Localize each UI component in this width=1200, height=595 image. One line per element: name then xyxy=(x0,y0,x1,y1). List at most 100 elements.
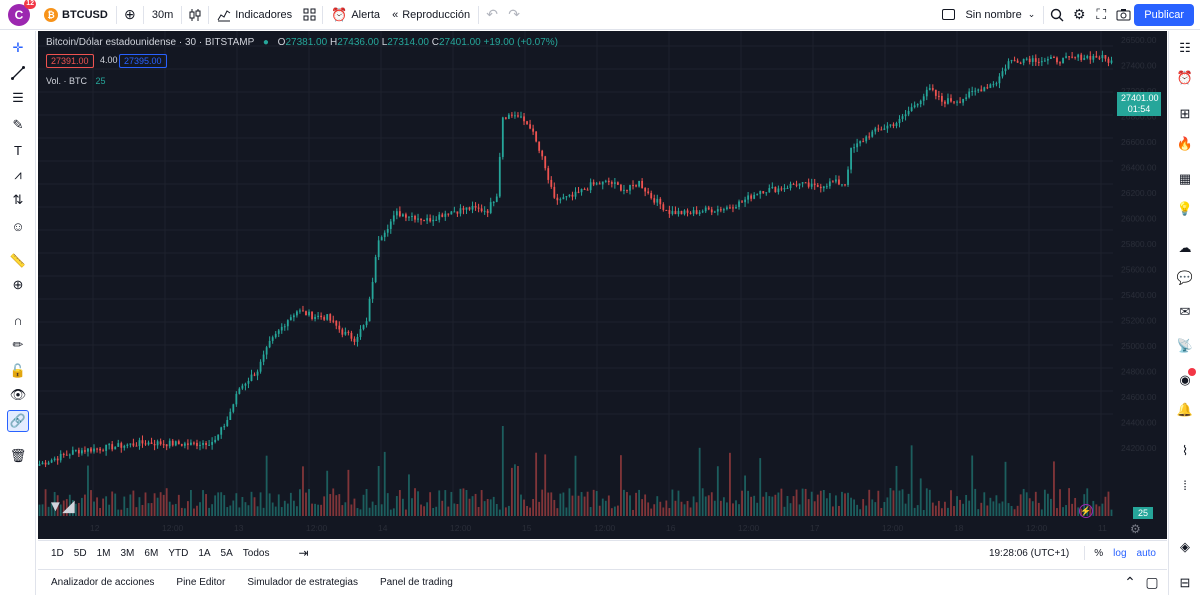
candle-body xyxy=(332,320,335,322)
zoom-in-icon[interactable]: ⊕ xyxy=(12,277,24,292)
indicators-button[interactable]: Indicadores xyxy=(211,0,298,30)
volume-bar xyxy=(96,497,98,516)
volume-bar xyxy=(368,507,371,516)
chats-icon[interactable]: ☁ xyxy=(1178,240,1192,255)
streams-icon[interactable]: 📡 xyxy=(1176,338,1194,353)
stay-drawing-icon[interactable]: ✏ xyxy=(12,337,24,352)
candle-body xyxy=(462,208,465,210)
candle-body xyxy=(901,116,904,119)
volume-bar xyxy=(689,507,692,516)
panel-tab-3[interactable]: Panel de trading xyxy=(379,577,453,588)
magnet-icon[interactable]: ∩ xyxy=(13,312,23,328)
volume-bar xyxy=(659,501,662,516)
help-icon[interactable]: ⊟ xyxy=(1179,575,1191,590)
trash-icon[interactable]: 🗑 xyxy=(9,448,27,463)
camera-icon[interactable] xyxy=(1112,4,1134,26)
candle-body xyxy=(150,442,153,445)
layout-name-dropdown[interactable]: Sin nombre ⌄ xyxy=(936,0,1041,30)
search-icon[interactable] xyxy=(1046,4,1068,26)
publish-button[interactable]: Publicar xyxy=(1134,3,1194,26)
volume-bar xyxy=(320,504,323,516)
symbol-label: BTCUSD xyxy=(62,8,108,21)
last-price: 27401.00 xyxy=(1121,93,1159,103)
candle-body xyxy=(868,136,871,138)
link-icon[interactable]: 🔗 xyxy=(7,410,29,432)
range-button-5d[interactable]: 5D xyxy=(73,547,87,559)
data-window-icon[interactable]: ⊞ xyxy=(1179,106,1191,121)
replay-button[interactable]: « Reproducción xyxy=(386,0,476,30)
goto-date-icon[interactable]: ⇥ xyxy=(298,546,309,560)
candle-body xyxy=(1077,54,1080,58)
brush-icon[interactable]: ✎ xyxy=(12,117,24,132)
broadcast-icon[interactable]: ◉ xyxy=(1179,372,1191,387)
panel-tab-1[interactable]: Pine Editor xyxy=(176,577,226,588)
gear-icon[interactable]: ⚙ xyxy=(1072,6,1086,22)
hotlist-icon[interactable]: 🔥 xyxy=(1176,136,1194,151)
fib-retracement-icon[interactable]: ☰ xyxy=(12,90,24,105)
prediction-icon[interactable]: ⇅ xyxy=(12,192,24,207)
panel-tab-0[interactable]: Analizador de acciones xyxy=(51,577,155,588)
settings-small-icon[interactable]: ⚙ xyxy=(1130,522,1141,536)
pivot-dots-icon[interactable]: ⁞ xyxy=(1183,477,1187,493)
price-chart[interactable]: 26500.00 27400.00 27200.00 26800.00 26600.00… xyxy=(38,31,1167,539)
smiley-icon[interactable]: ☺ xyxy=(11,218,25,234)
range-button-3m[interactable]: 3M xyxy=(120,547,135,559)
messages-icon[interactable]: ✉ xyxy=(1179,304,1191,319)
watchlist-icon[interactable]: ☷ xyxy=(1179,40,1191,55)
candle-body xyxy=(1089,56,1092,60)
pattern-icon[interactable]: ⩘ xyxy=(14,167,22,182)
buy-price-box[interactable]: 27395.00 xyxy=(119,54,167,68)
volume-bar xyxy=(838,505,840,516)
layers-icon[interactable]: ◈ xyxy=(1180,539,1190,554)
ideas-bulb-icon[interactable]: 💡 xyxy=(1176,201,1194,216)
range-button-6m[interactable]: 6M xyxy=(144,547,159,559)
volume-bar xyxy=(922,509,925,516)
interval-button[interactable]: 30m xyxy=(151,8,174,21)
candles-icon[interactable] xyxy=(184,4,206,26)
calendar-icon[interactable]: ▦ xyxy=(1178,171,1192,186)
lock-icon[interactable]: 🔓 xyxy=(9,363,27,378)
chart-trend-icon[interactable]: ⌇ xyxy=(1181,443,1189,458)
lightning-icon[interactable]: ⚡ xyxy=(1079,504,1093,518)
percent-toggle[interactable]: % xyxy=(1094,547,1104,559)
ruler-icon[interactable]: 📏 xyxy=(9,253,27,268)
crosshair-icon[interactable]: ✛ xyxy=(12,40,24,55)
candle-body xyxy=(417,218,419,220)
layout-grid-icon[interactable] xyxy=(298,4,320,26)
clock-timezone[interactable]: 19:28:06 (UTC+1) xyxy=(988,547,1070,559)
sell-price-box[interactable]: 27391.00 xyxy=(46,54,94,68)
redo-icon[interactable]: ↷ xyxy=(508,6,520,22)
candle-body xyxy=(919,100,922,105)
candle-body xyxy=(93,448,95,452)
range-button-ytd[interactable]: YTD xyxy=(168,547,189,559)
candle-body xyxy=(171,440,174,446)
notifications-bell-icon[interactable]: 🔔 xyxy=(1176,402,1194,417)
alert-button[interactable]: ⏰ Alerta xyxy=(325,0,386,30)
alerts-clock-icon[interactable]: ⏰ xyxy=(1176,70,1194,85)
log-toggle[interactable]: log xyxy=(1113,547,1127,559)
trend-line-icon[interactable] xyxy=(7,62,29,84)
add-symbol-icon[interactable]: ⊕ xyxy=(123,6,136,22)
candle-body xyxy=(99,448,101,451)
panel-tab-2[interactable]: Simulador de estrategias xyxy=(247,577,358,588)
symbol-search[interactable]: ₿ BTCUSD xyxy=(38,0,114,30)
chevron-up-icon[interactable]: ⌃ xyxy=(1124,574,1136,590)
public-chat-icon[interactable]: 💬 xyxy=(1176,270,1194,285)
range-button-1a[interactable]: 1A xyxy=(198,547,211,559)
user-avatar[interactable]: C 12 xyxy=(8,0,36,26)
volume-bar xyxy=(671,489,674,516)
range-button-1d[interactable]: 1D xyxy=(51,547,64,559)
chart-area[interactable]: 26500.00 27400.00 27200.00 26800.00 26600.00… xyxy=(38,31,1167,539)
text-tool-icon[interactable]: T xyxy=(14,142,22,158)
range-button-todos[interactable]: Todos xyxy=(242,547,270,559)
range-button-1m[interactable]: 1M xyxy=(96,547,111,559)
volume-bar xyxy=(150,503,153,516)
maximize-icon[interactable]: ▢ xyxy=(1145,574,1159,590)
candle-body xyxy=(589,182,592,191)
eye-icon[interactable]: 👁 xyxy=(9,387,27,402)
fullscreen-icon[interactable]: ⛶ xyxy=(1096,6,1107,22)
auto-toggle[interactable]: auto xyxy=(1136,547,1156,559)
volume-bar xyxy=(828,493,831,516)
range-button-5a[interactable]: 5A xyxy=(220,547,233,559)
undo-icon[interactable]: ↶ xyxy=(486,6,498,22)
